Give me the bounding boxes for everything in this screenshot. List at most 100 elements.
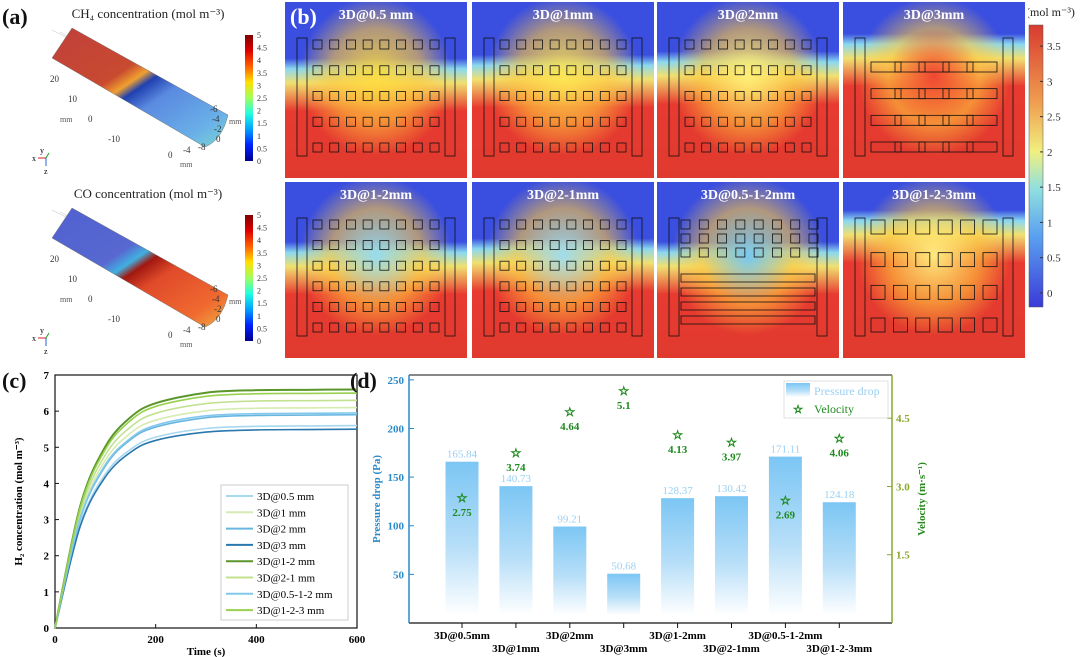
structure-cell xyxy=(772,233,782,244)
structure-cell xyxy=(312,260,323,271)
structure-cell xyxy=(412,65,423,76)
structure-wall-right xyxy=(444,217,456,337)
structure-cell xyxy=(616,240,627,250)
x-tick-label: 3D@0.5-1-2mm xyxy=(748,630,822,642)
heatmap-tile: 3D@2mm xyxy=(657,2,839,178)
heatmap-tile: 3D@1-2-3mm xyxy=(843,182,1025,358)
structure-cell xyxy=(599,142,610,153)
heatmap-colorbar: (mol m⁻³) 0 0.5 1 1.5 2 2.5 3 3.5 xyxy=(1028,5,1075,308)
structure-cell xyxy=(684,116,695,127)
panel-label-a: (a) xyxy=(2,4,28,29)
structure-outline xyxy=(296,217,456,337)
structure-wall-right xyxy=(1002,37,1014,157)
plot-title: CO concentration (mol m⁻³) xyxy=(74,186,222,201)
heatmap-tile: 3D@2-1mm xyxy=(472,182,654,358)
velocity-star-marker: ☆ xyxy=(457,491,468,505)
structure-cell xyxy=(616,142,627,153)
structure-cell xyxy=(429,281,440,292)
structure-cell xyxy=(566,39,577,50)
structure-cell xyxy=(893,252,908,268)
y-axis-title: Pressure drop (Pa) xyxy=(371,455,383,543)
triad-y-axis xyxy=(45,332,50,339)
structure-outline xyxy=(483,37,643,157)
structure-cell xyxy=(533,91,543,101)
structure-cell xyxy=(801,39,812,50)
structure-cell xyxy=(362,260,373,271)
structure-cell xyxy=(362,219,373,230)
pressure-bar xyxy=(499,486,533,615)
pressure-data-label: 171.11 xyxy=(770,444,800,456)
structure-outline xyxy=(668,217,828,337)
structure-cell xyxy=(753,219,764,230)
velocity-data-label: 2.69 xyxy=(776,510,796,522)
structure-bar xyxy=(680,273,816,283)
structure-cell xyxy=(894,88,926,100)
structure-cell xyxy=(312,116,323,127)
structure-cell xyxy=(751,142,762,153)
structure-cell xyxy=(412,240,423,250)
structure-cell xyxy=(429,240,440,250)
structure-cell xyxy=(684,91,695,101)
velocity-data-label: 4.13 xyxy=(668,444,688,456)
pressure-data-label: 140.73 xyxy=(501,473,532,485)
structure-cell xyxy=(583,240,593,250)
panel-b-heatmaps: 3D@0.5 mm 3D@1mm 3D@2mm 3D@3mm 3D@1-2mm 3D@2-… xyxy=(285,2,1075,358)
legend-star-marker: ☆ xyxy=(793,404,803,416)
y-tick-label: 100 xyxy=(388,521,405,533)
colorbar-tick: 3 xyxy=(257,261,261,270)
structure-cell xyxy=(915,219,931,235)
colorbar-tick: 4 xyxy=(257,236,261,245)
legend-label: 3D@3 mm xyxy=(257,540,306,552)
y-tick-label: 6 xyxy=(44,406,50,418)
structure-cell xyxy=(734,91,745,101)
structure-cell xyxy=(801,65,812,76)
structure-cell xyxy=(808,219,819,230)
structure-cell xyxy=(396,65,406,76)
structure-cell xyxy=(616,39,627,50)
structure-cell xyxy=(768,65,778,76)
structure-cell xyxy=(960,252,975,268)
structure-cell xyxy=(894,114,926,126)
legend-label: 3D@1 mm xyxy=(257,507,306,519)
structure-cell xyxy=(893,317,908,333)
colorbar-tick: 3.5 xyxy=(257,69,267,78)
structure-cell xyxy=(566,281,577,292)
structure-cell xyxy=(362,91,373,101)
structure-cell xyxy=(982,252,998,268)
structure-cell xyxy=(734,39,745,50)
structure-cell xyxy=(516,322,527,333)
structure-cell xyxy=(960,284,975,300)
legend-label: Velocity xyxy=(814,402,854,416)
pressure-bar xyxy=(768,456,802,615)
legend-label: 3D@1-2-3 mm xyxy=(257,605,325,617)
colorbar-tick: 2.5 xyxy=(257,94,267,103)
structure-outline xyxy=(668,37,828,157)
structure-cell xyxy=(379,281,390,292)
structure-cell xyxy=(499,281,510,292)
structure-cell xyxy=(768,91,778,101)
structure-cell xyxy=(583,281,593,292)
colorbar-tick: 0.5 xyxy=(257,144,267,153)
structure-cell xyxy=(599,240,610,250)
structure-cell xyxy=(549,39,560,50)
chart-c-h2-concentration: 0 200 400 600 0 1 2 3 4 5 6 7 Time (s) H₂ concentrati… xyxy=(13,370,366,657)
structure-cell xyxy=(566,219,577,230)
structure-cell xyxy=(566,302,577,312)
structure-cell xyxy=(379,116,390,127)
structure-cell xyxy=(329,142,340,153)
pressure-bar xyxy=(445,461,479,615)
structure-cell xyxy=(772,219,782,230)
heatmap-tile: 3D@0.5-1-2mm xyxy=(657,182,839,358)
pressure-data-label: 99.21 xyxy=(557,514,582,526)
structure-cell xyxy=(429,219,440,230)
axis-tick: -4 xyxy=(183,145,191,155)
structure-cell xyxy=(499,39,510,50)
colorbar-tick: 1.5 xyxy=(1047,182,1061,194)
structure-wall-left xyxy=(854,37,866,157)
y-tick-label: 50 xyxy=(393,569,405,581)
structure-cell xyxy=(362,65,373,76)
structure-cell xyxy=(533,219,543,230)
pressure-data-label: 128.37 xyxy=(662,485,693,497)
structure-cell xyxy=(751,65,762,76)
velocity-star-marker: ☆ xyxy=(564,405,575,419)
